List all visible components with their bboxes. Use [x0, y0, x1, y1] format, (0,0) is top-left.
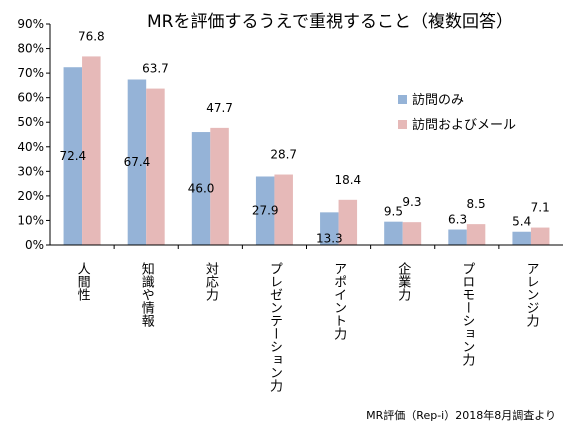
- y-tick-label: 70%: [17, 66, 44, 80]
- data-label: 18.4: [334, 173, 361, 187]
- source-note: MR評価（Rep-i）2018年8月調査より: [366, 408, 556, 422]
- data-label: 46.0: [188, 182, 215, 196]
- legend-swatch: [398, 95, 407, 104]
- data-label: 72.4: [59, 149, 86, 163]
- bar: [384, 221, 403, 245]
- y-tick-label: 60%: [17, 91, 44, 105]
- data-label: 5.4: [512, 215, 531, 229]
- x-tick-label: 企業力: [395, 261, 411, 302]
- data-label: 67.4: [124, 155, 151, 169]
- x-tick-label: プレゼンテーション力: [267, 262, 283, 393]
- data-label: 27.9: [252, 204, 279, 218]
- x-tick-label: 対応力: [203, 262, 219, 302]
- data-label: 47.7: [206, 101, 233, 115]
- x-tick-label: 人間性: [75, 262, 91, 301]
- data-label: 76.8: [78, 29, 105, 43]
- y-tick-label: 30%: [17, 164, 44, 178]
- bar: [146, 88, 165, 245]
- x-tick-label: アレンジ力: [523, 262, 539, 328]
- data-label: 6.3: [448, 213, 467, 227]
- data-label: 63.7: [142, 62, 169, 76]
- chart-title: MRを評価するうえで重視すること（複数回答）: [147, 12, 513, 32]
- x-tick-label: プロモーション力: [459, 262, 475, 367]
- bar: [82, 56, 101, 246]
- bar: [320, 212, 339, 245]
- x-tick-label: アポイント力: [331, 262, 347, 341]
- y-tick-label: 10%: [17, 213, 44, 227]
- data-label: 9.5: [384, 205, 403, 219]
- bar: [402, 222, 422, 245]
- data-label: 8.5: [467, 197, 486, 211]
- bar: [338, 199, 358, 245]
- bar: [512, 231, 531, 245]
- y-tick-label: 90%: [17, 17, 44, 31]
- bar: [63, 67, 83, 246]
- data-label: 28.7: [270, 148, 297, 162]
- data-label: 13.3: [316, 232, 343, 246]
- y-tick-label: 80%: [17, 42, 44, 56]
- x-tick-label: 知識や情報: [139, 261, 155, 327]
- bar: [210, 127, 229, 245]
- bar: [448, 229, 467, 245]
- bar: [274, 174, 293, 245]
- bar: [466, 224, 486, 245]
- bar: [255, 176, 275, 245]
- y-tick-label: 0%: [25, 238, 44, 252]
- legend-swatch: [398, 120, 407, 129]
- bar: [127, 79, 147, 246]
- data-label: 9.3: [402, 195, 421, 209]
- data-label: 7.1: [531, 201, 550, 215]
- y-tick-label: 50%: [17, 115, 44, 129]
- y-tick-label: 20%: [17, 189, 44, 203]
- legend-label: 訪問およびメール: [412, 117, 516, 133]
- bar: [530, 227, 550, 245]
- legend-label: 訪問のみ: [412, 92, 464, 108]
- y-tick-label: 40%: [17, 140, 44, 154]
- bar: [191, 132, 211, 245]
